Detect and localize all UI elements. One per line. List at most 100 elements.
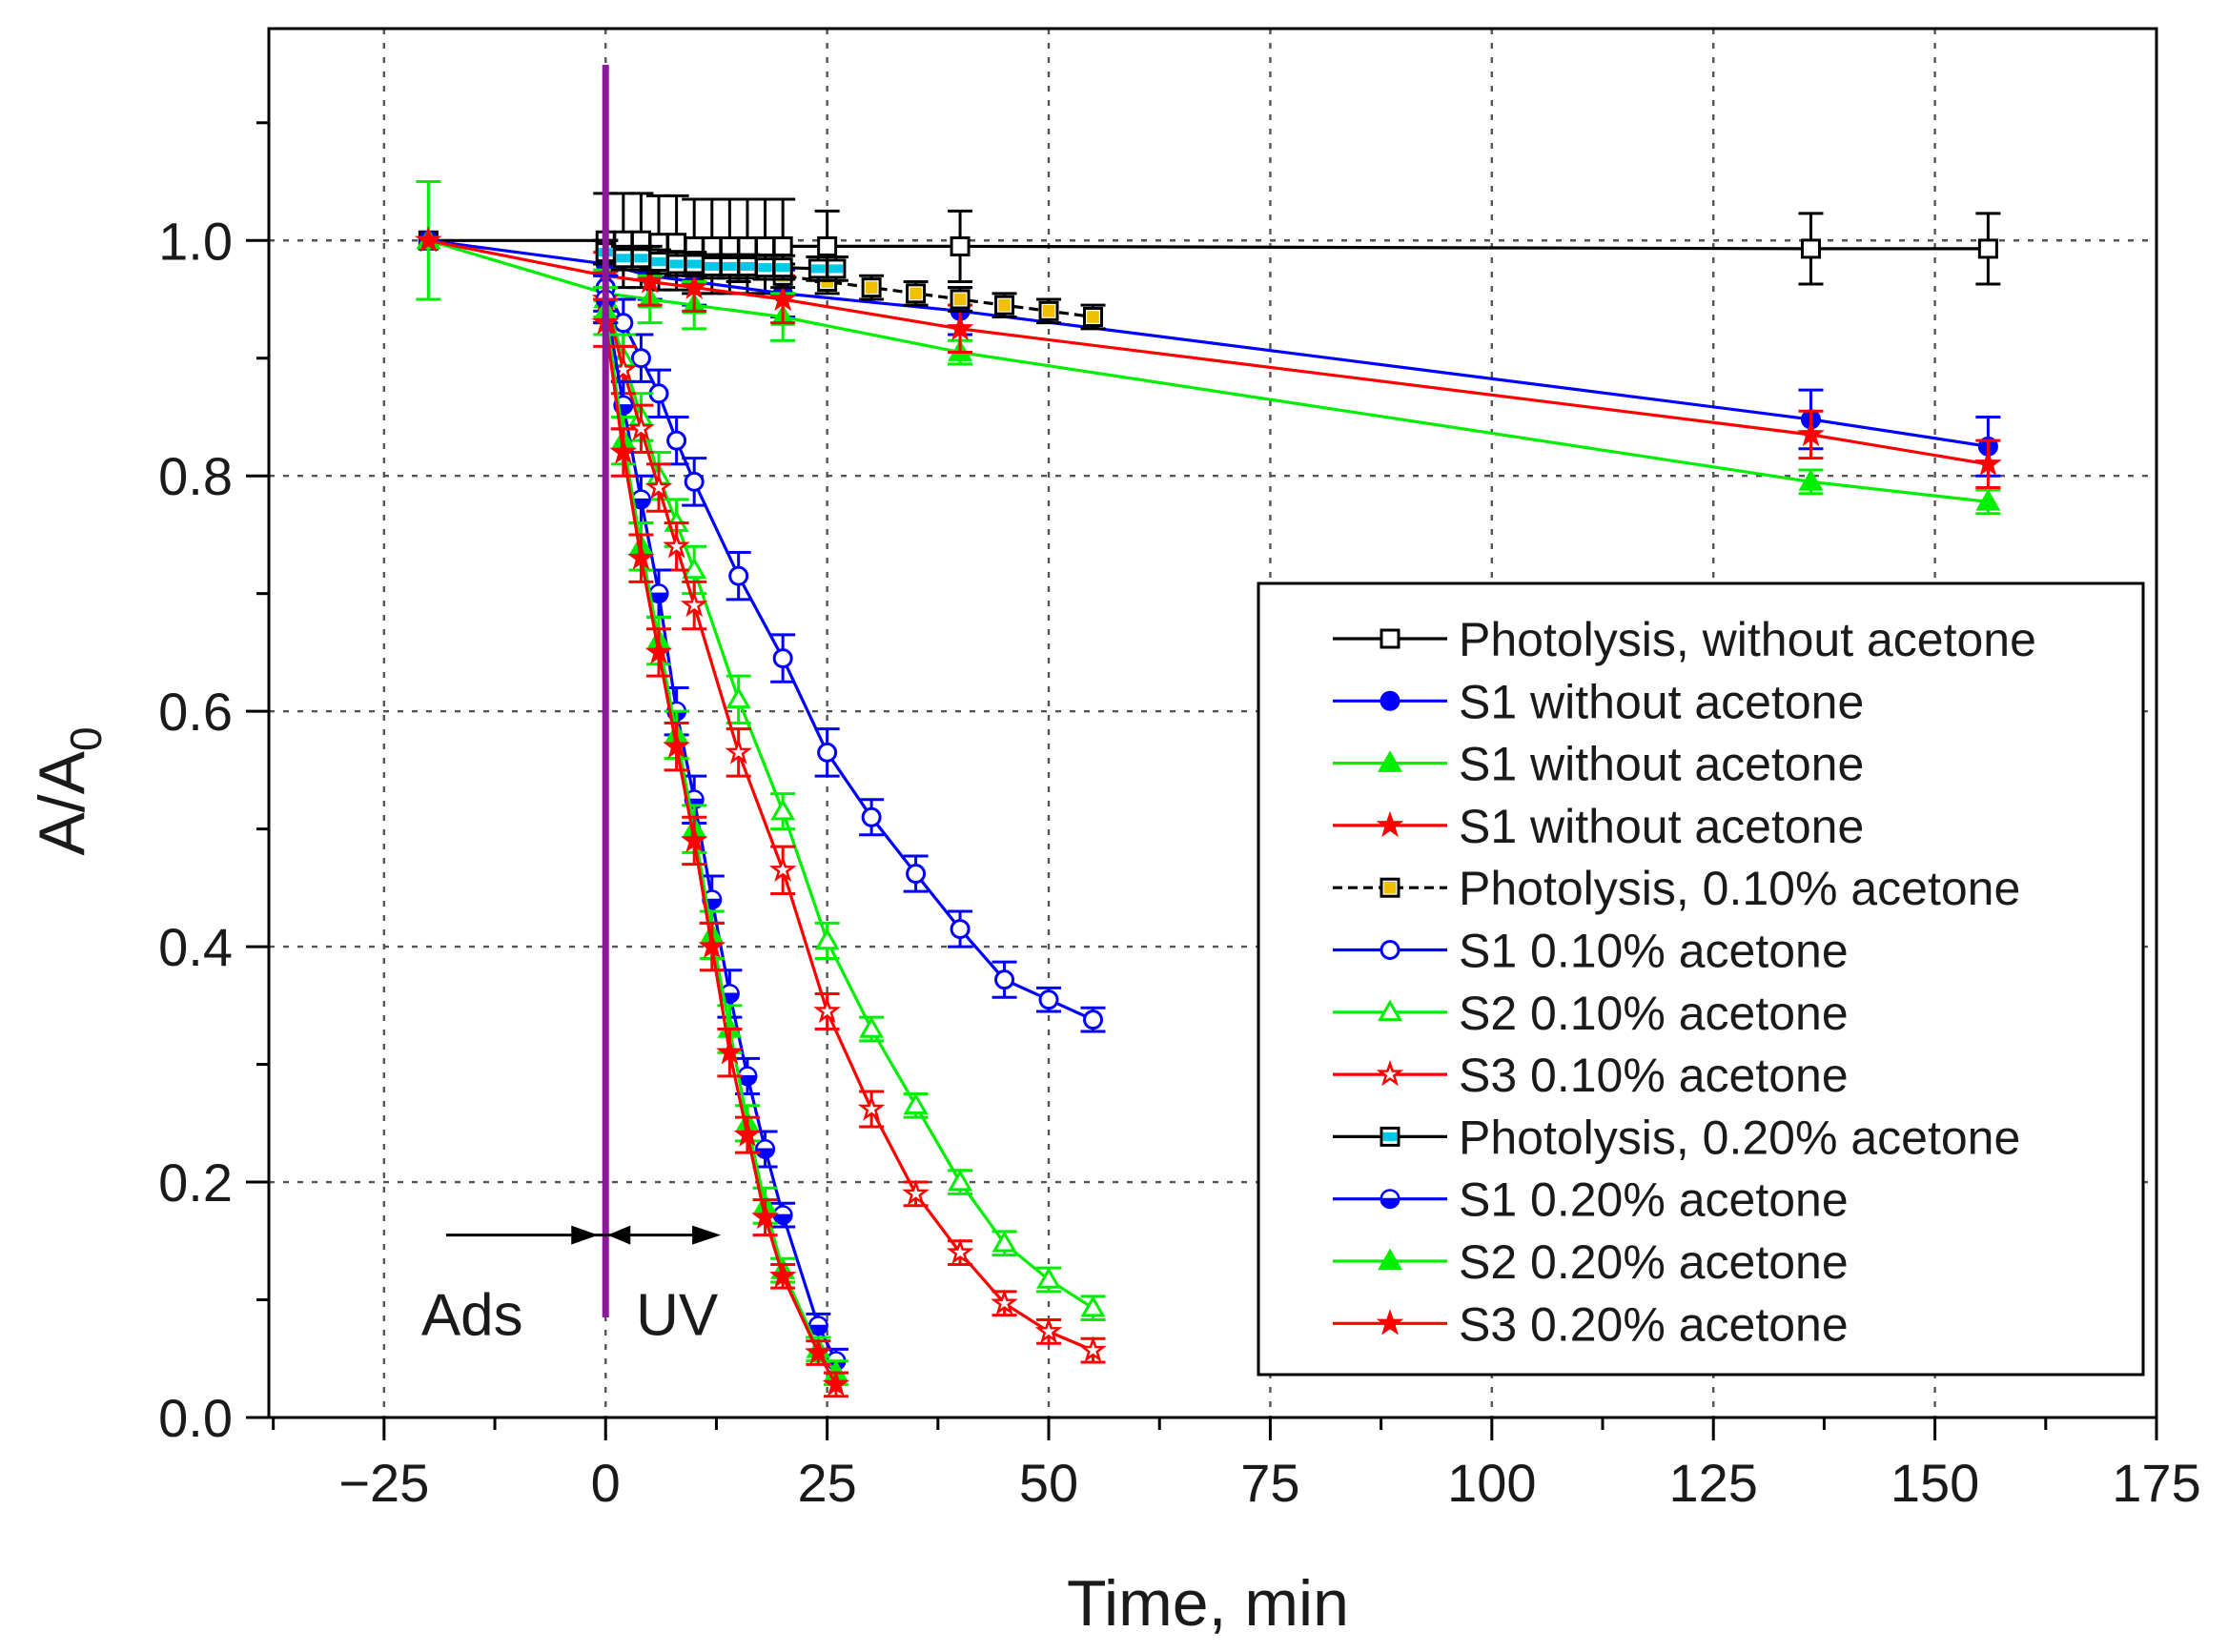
legend-item: S1 without acetone xyxy=(1333,800,1864,853)
data-point-half xyxy=(808,1315,828,1327)
series-group xyxy=(414,180,2002,1398)
data-point xyxy=(644,638,673,664)
data-point xyxy=(946,314,974,341)
data-point xyxy=(1034,1316,1063,1344)
data-point xyxy=(906,864,927,885)
data-point xyxy=(1083,1010,1104,1030)
data-point xyxy=(609,438,638,464)
ads-label: Ads xyxy=(421,1283,523,1349)
data-point xyxy=(737,235,758,256)
legend-marker xyxy=(1376,1309,1404,1336)
data-point xyxy=(817,235,838,256)
legend-item: S1 0.10% acetone xyxy=(1333,925,1849,978)
data-point xyxy=(768,855,797,883)
annotations: Ads UV xyxy=(421,65,722,1349)
data-point xyxy=(1038,989,1059,1010)
x-axis-title: Time, min xyxy=(1067,1567,1349,1640)
data-point xyxy=(1974,449,2002,477)
legend-label: S3 0.10% acetone xyxy=(1459,1049,1849,1102)
data-point xyxy=(994,969,1015,990)
legend-box xyxy=(1257,581,2145,1377)
data-point xyxy=(991,1289,1018,1315)
data-point xyxy=(903,1092,929,1115)
legend-label: S1 0.20% acetone xyxy=(1459,1173,1849,1227)
data-point xyxy=(991,1230,1017,1253)
data-point xyxy=(857,1094,886,1121)
data-point xyxy=(726,686,751,709)
data-point xyxy=(950,919,971,940)
data-point xyxy=(1079,1336,1107,1362)
legend-marker xyxy=(1380,940,1400,960)
y-tick-label: 0.2 xyxy=(158,1152,233,1213)
data-point-fill xyxy=(651,256,666,266)
data-point xyxy=(682,557,707,580)
series-0 xyxy=(418,192,2001,296)
data-point-half xyxy=(755,1139,775,1151)
data-point xyxy=(680,826,708,853)
legend-marker-half xyxy=(1380,1189,1400,1200)
uv-arrowhead xyxy=(692,1225,722,1245)
legend-item: Photolysis, 0.20% acetone xyxy=(1333,1111,2020,1164)
data-point xyxy=(680,273,708,299)
uv-left-arrowhead xyxy=(607,1225,631,1245)
data-point xyxy=(770,798,796,821)
legend-marker xyxy=(1378,750,1402,772)
series-line xyxy=(603,311,838,1375)
data-point xyxy=(902,1179,930,1206)
data-point xyxy=(719,235,740,256)
legend-label: S1 without acetone xyxy=(1459,738,1864,791)
legend-marker xyxy=(1380,628,1400,649)
data-point xyxy=(716,1038,744,1065)
series-line xyxy=(603,286,1094,1022)
legend-label: S1 without acetone xyxy=(1459,800,1864,853)
data-point xyxy=(698,932,726,959)
data-point xyxy=(627,414,655,440)
y-axis-title-subscript: 0 xyxy=(61,726,111,751)
data-point xyxy=(755,235,776,256)
data-point xyxy=(728,565,749,586)
series-6 xyxy=(593,274,1106,1322)
legend-item: S3 0.20% acetone xyxy=(1333,1297,1849,1351)
legend-label: Photolysis, 0.20% acetone xyxy=(1459,1111,2020,1164)
data-point xyxy=(772,648,793,669)
x-tick-label: 125 xyxy=(1668,1453,1757,1513)
x-tick-label: 175 xyxy=(2112,1453,2200,1513)
legend-label: S1 without acetone xyxy=(1459,675,1864,728)
series-7 xyxy=(591,274,1107,1364)
data-point xyxy=(950,235,971,256)
data-point-fill xyxy=(811,264,826,274)
legend-label: S3 0.20% acetone xyxy=(1459,1297,1849,1351)
x-tick-label: 50 xyxy=(1019,1453,1078,1513)
y-axis-title: A/A0 xyxy=(26,726,111,855)
data-point xyxy=(948,1169,973,1192)
legend-item: S3 0.10% acetone xyxy=(1333,1049,1849,1102)
uv-label: UV xyxy=(636,1283,719,1349)
y-tick-label: 0.4 xyxy=(158,917,233,977)
data-point xyxy=(663,732,690,759)
data-point-fill xyxy=(953,293,967,306)
data-point-fill xyxy=(828,264,844,274)
legend-item: S2 0.20% acetone xyxy=(1333,1235,1849,1289)
legend-label: S2 0.10% acetone xyxy=(1459,987,1849,1040)
data-point xyxy=(804,1338,832,1365)
y-tick-label: 0.0 xyxy=(158,1388,233,1448)
series-line xyxy=(603,298,1094,1353)
y-tick-label: 0.8 xyxy=(158,446,233,506)
legend-marker xyxy=(1376,810,1404,838)
data-point-fill xyxy=(1087,311,1099,323)
data-point xyxy=(1975,488,2001,511)
data-point-fill xyxy=(758,263,772,273)
legend-label: S1 0.10% acetone xyxy=(1459,925,1849,978)
x-tick-label: 25 xyxy=(797,1453,856,1513)
data-point xyxy=(859,1016,885,1038)
y-tick-label: 1.0 xyxy=(158,211,233,271)
legend-item: Photolysis, 0.10% acetone xyxy=(1333,862,2020,915)
data-point xyxy=(768,1261,797,1289)
legend-marker xyxy=(1380,690,1400,711)
data-point xyxy=(817,742,838,763)
data-point xyxy=(768,284,797,312)
data-point xyxy=(684,471,705,492)
data-point-fill xyxy=(910,287,922,300)
